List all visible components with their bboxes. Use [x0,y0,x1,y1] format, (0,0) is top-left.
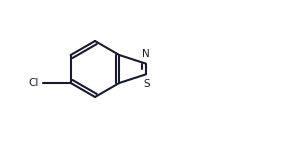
Text: Cl: Cl [28,78,39,88]
Text: N: N [142,49,150,59]
Text: S: S [144,79,150,89]
